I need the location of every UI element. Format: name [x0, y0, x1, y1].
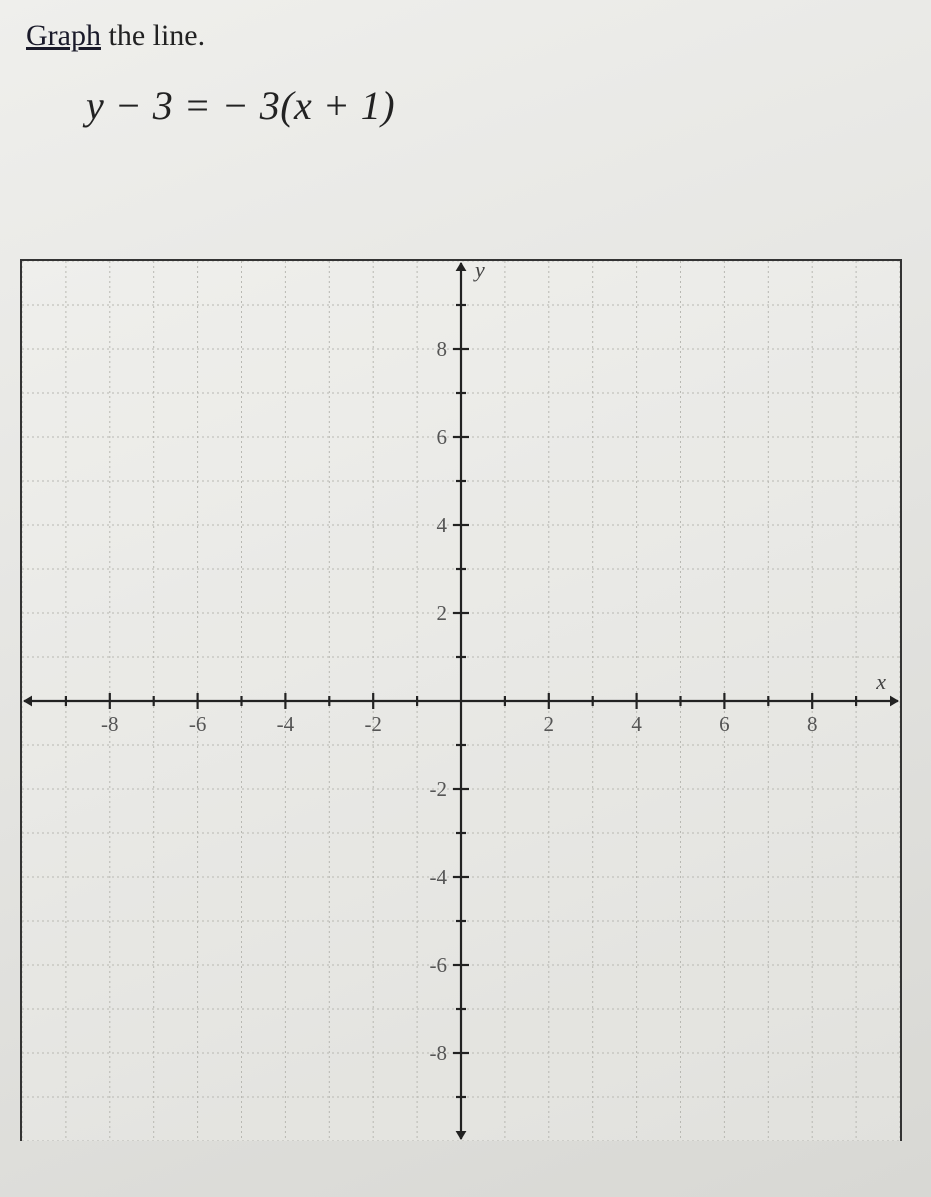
svg-text:-8: -8: [101, 712, 119, 736]
svg-text:-6: -6: [430, 953, 448, 977]
svg-text:-6: -6: [189, 712, 207, 736]
svg-text:6: 6: [719, 712, 730, 736]
svg-text:-2: -2: [364, 712, 382, 736]
prompt-text: Graph the line.: [26, 18, 905, 54]
coordinate-grid: -8 -6 -4 -2 2 4 6 8 8 6 4 2 -2 -4 -6 -8 y x: [22, 261, 900, 1141]
svg-text:4: 4: [631, 712, 642, 736]
svg-text:-4: -4: [430, 865, 448, 889]
svg-text:2: 2: [544, 712, 555, 736]
page: Graph the line. y − 3 = − 3(x + 1) -8-6-…: [0, 0, 931, 1197]
svg-text:-8: -8: [430, 1041, 448, 1065]
svg-text:x: x: [875, 669, 886, 694]
prompt-rest: the line.: [101, 19, 205, 52]
prompt-link[interactable]: Graph: [26, 19, 101, 52]
equation-text: y − 3 = − 3(x + 1): [86, 83, 395, 128]
graph-area[interactable]: -8 -6 -4 -2 2 4 6 8 8 6 4 2 -2 -4 -6 -8 y x: [20, 259, 902, 1141]
svg-text:8: 8: [437, 337, 448, 361]
svg-text:4: 4: [437, 513, 448, 537]
equation: y − 3 = − 3(x + 1): [86, 82, 905, 129]
svg-text:2: 2: [437, 601, 448, 625]
svg-text:6: 6: [437, 425, 448, 449]
svg-text:8: 8: [807, 712, 818, 736]
svg-text:y: y: [473, 261, 485, 282]
svg-text:-2: -2: [430, 777, 448, 801]
svg-text:-4: -4: [277, 712, 295, 736]
